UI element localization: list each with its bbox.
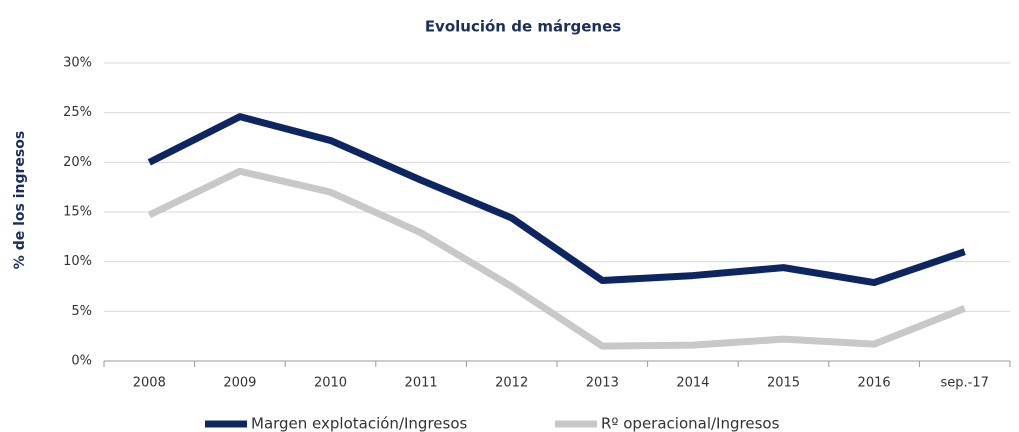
y-axis-label: % de los ingresos	[12, 131, 28, 269]
series-line	[147, 167, 966, 350]
x-tick-label: 2008	[133, 376, 166, 391]
y-tick-label: 5%	[71, 304, 92, 319]
x-tick-label: 2015	[767, 376, 800, 391]
x-tick-label: 2016	[858, 376, 891, 391]
y-tick-label: 0%	[71, 354, 92, 369]
x-tick-label: 2010	[314, 376, 347, 391]
y-tick-label: 25%	[63, 105, 92, 120]
x-tick-label: 2014	[676, 376, 709, 391]
legend-label: Margen explotación/Ingresos	[251, 415, 468, 432]
series-line	[147, 113, 966, 287]
x-tick-label: sep.-17	[941, 376, 989, 391]
y-tick-label: 10%	[63, 254, 92, 269]
x-tick-label: 2009	[223, 376, 256, 391]
y-tick-label: 30%	[63, 56, 92, 71]
legend-label: Rº operacional/Ingresos	[601, 415, 780, 432]
y-tick-label: 20%	[63, 155, 92, 170]
x-tick-label: 2012	[495, 376, 528, 391]
chart-title: Evolución de márgenes	[425, 18, 621, 36]
x-tick-label: 2011	[405, 376, 438, 391]
y-tick-label: 15%	[63, 205, 92, 220]
x-tick-label: 2013	[586, 376, 619, 391]
